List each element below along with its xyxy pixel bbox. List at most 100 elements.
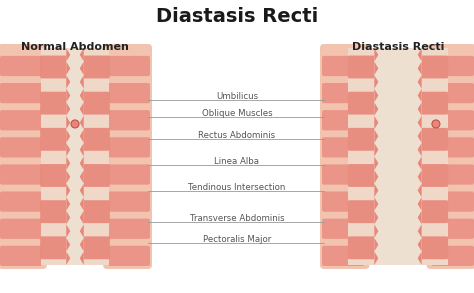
Polygon shape: [80, 130, 84, 143]
Circle shape: [71, 120, 79, 128]
Polygon shape: [418, 62, 422, 75]
Polygon shape: [374, 211, 378, 224]
Polygon shape: [374, 184, 378, 197]
FancyBboxPatch shape: [83, 56, 110, 79]
FancyBboxPatch shape: [431, 56, 474, 76]
Polygon shape: [418, 143, 422, 156]
Circle shape: [432, 120, 440, 128]
FancyBboxPatch shape: [108, 191, 150, 212]
Bar: [84, 48, 109, 265]
Polygon shape: [374, 48, 378, 62]
Polygon shape: [418, 184, 422, 197]
Polygon shape: [374, 224, 378, 238]
FancyBboxPatch shape: [348, 92, 375, 115]
Bar: [422, 48, 447, 265]
FancyBboxPatch shape: [348, 200, 375, 223]
Text: Linea Alba: Linea Alba: [215, 157, 259, 166]
FancyBboxPatch shape: [40, 56, 67, 79]
FancyBboxPatch shape: [431, 164, 474, 185]
Polygon shape: [418, 89, 422, 102]
Text: Pectoralis Major: Pectoralis Major: [203, 235, 271, 244]
Polygon shape: [374, 116, 378, 130]
FancyBboxPatch shape: [108, 246, 150, 266]
Polygon shape: [80, 116, 84, 130]
FancyBboxPatch shape: [40, 200, 67, 223]
FancyBboxPatch shape: [320, 44, 369, 269]
Polygon shape: [418, 238, 422, 251]
FancyBboxPatch shape: [0, 191, 42, 212]
FancyBboxPatch shape: [421, 92, 448, 115]
Polygon shape: [80, 156, 84, 170]
Text: Umbilicus: Umbilicus: [216, 92, 258, 101]
Polygon shape: [66, 143, 70, 156]
Polygon shape: [418, 102, 422, 116]
FancyBboxPatch shape: [322, 164, 365, 185]
FancyBboxPatch shape: [421, 236, 448, 259]
FancyBboxPatch shape: [431, 110, 474, 130]
Polygon shape: [418, 48, 422, 62]
Text: Oblique Muscles: Oblique Muscles: [202, 110, 272, 118]
Polygon shape: [374, 197, 378, 211]
Text: Transverse Abdominis: Transverse Abdominis: [190, 214, 284, 223]
FancyBboxPatch shape: [0, 56, 42, 76]
Text: Rectus Abdominis: Rectus Abdominis: [199, 131, 275, 140]
FancyBboxPatch shape: [322, 219, 365, 239]
FancyBboxPatch shape: [40, 236, 67, 259]
Polygon shape: [66, 130, 70, 143]
Polygon shape: [374, 102, 378, 116]
Polygon shape: [66, 89, 70, 102]
FancyBboxPatch shape: [108, 56, 150, 76]
Polygon shape: [374, 251, 378, 265]
Polygon shape: [418, 170, 422, 184]
Polygon shape: [80, 170, 84, 184]
Bar: [348, 48, 374, 265]
FancyBboxPatch shape: [40, 164, 67, 187]
Polygon shape: [66, 48, 70, 62]
Bar: [66, 48, 84, 265]
FancyBboxPatch shape: [322, 110, 365, 130]
Polygon shape: [66, 156, 70, 170]
Polygon shape: [80, 238, 84, 251]
Polygon shape: [418, 116, 422, 130]
Polygon shape: [66, 116, 70, 130]
Polygon shape: [80, 251, 84, 265]
Polygon shape: [418, 251, 422, 265]
FancyBboxPatch shape: [108, 164, 150, 185]
FancyBboxPatch shape: [0, 83, 42, 103]
Text: Diastasis Recti: Diastasis Recti: [352, 42, 444, 52]
Polygon shape: [66, 251, 70, 265]
FancyBboxPatch shape: [322, 137, 365, 158]
Polygon shape: [80, 197, 84, 211]
Polygon shape: [374, 130, 378, 143]
Polygon shape: [66, 184, 70, 197]
FancyBboxPatch shape: [0, 44, 47, 269]
Polygon shape: [66, 238, 70, 251]
Polygon shape: [80, 102, 84, 116]
Polygon shape: [66, 211, 70, 224]
Polygon shape: [80, 62, 84, 75]
FancyBboxPatch shape: [421, 128, 448, 151]
FancyBboxPatch shape: [108, 137, 150, 158]
Polygon shape: [66, 170, 70, 184]
FancyBboxPatch shape: [83, 236, 110, 259]
Text: Normal Abdomen: Normal Abdomen: [21, 42, 129, 52]
Polygon shape: [66, 224, 70, 238]
FancyBboxPatch shape: [348, 236, 375, 259]
FancyBboxPatch shape: [83, 128, 110, 151]
FancyBboxPatch shape: [421, 200, 448, 223]
Polygon shape: [374, 89, 378, 102]
Polygon shape: [374, 170, 378, 184]
Polygon shape: [374, 143, 378, 156]
FancyBboxPatch shape: [108, 219, 150, 239]
Polygon shape: [80, 211, 84, 224]
FancyBboxPatch shape: [322, 246, 365, 266]
Bar: [41, 48, 66, 265]
FancyBboxPatch shape: [431, 191, 474, 212]
FancyBboxPatch shape: [40, 128, 67, 151]
Polygon shape: [80, 143, 84, 156]
FancyBboxPatch shape: [108, 83, 150, 103]
Polygon shape: [418, 75, 422, 89]
Polygon shape: [66, 75, 70, 89]
FancyBboxPatch shape: [83, 164, 110, 187]
FancyBboxPatch shape: [83, 92, 110, 115]
